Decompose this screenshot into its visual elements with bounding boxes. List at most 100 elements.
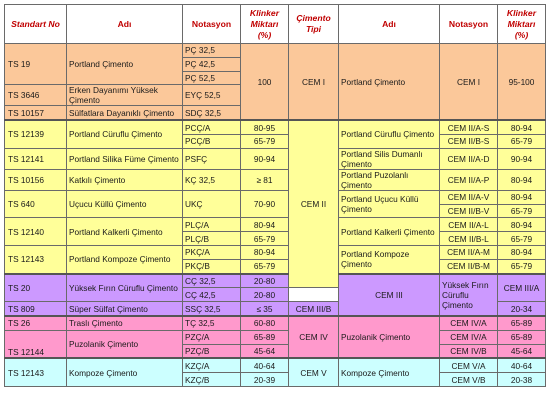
- standard-no: TS 3646: [4, 84, 67, 107]
- en-notation: CEM II/A-P: [439, 168, 498, 191]
- standard-no: TS 12143: [4, 244, 67, 275]
- en-notation: CEM II/B-S: [439, 133, 498, 149]
- klinker-value: ≥ 81: [240, 168, 289, 191]
- en-notation: CEM III/A: [497, 272, 546, 303]
- cement-name: Kompoze Çimento: [66, 357, 183, 387]
- cement-name: Portland Silika Füme Çimento: [66, 147, 183, 170]
- klinker-value: 65-79: [240, 231, 289, 246]
- en-cement-name: Portland Cüruflu Çimento: [338, 119, 440, 149]
- notation: PSFÇ: [182, 147, 241, 170]
- en-klinker-value: 20-38: [497, 372, 546, 387]
- table-row: TS 12140 Portland Kalkerli Çimento PLÇ/A…: [4, 217, 546, 246]
- standard-no: TS 12140: [4, 217, 67, 246]
- en-cement-name: Portland Çimento: [338, 43, 440, 121]
- en-klinker-value: 45-64: [497, 343, 546, 359]
- en-klinker-value: 80-94: [497, 189, 546, 205]
- en-notation: CEM II/B-L: [439, 231, 498, 246]
- klinker-value: 90-94: [240, 147, 289, 170]
- en-notation: CEM IV/A: [439, 314, 498, 331]
- cement-type-cem-ii: CEM II: [288, 119, 339, 289]
- klinker-value: 70-90: [240, 189, 289, 219]
- standard-no: TS 26: [4, 314, 67, 331]
- en-klinker-value: 65-89: [497, 314, 546, 331]
- en-klinker-value: 90-94: [497, 147, 546, 170]
- header-standart-no: Standart No: [4, 4, 67, 44]
- cement-type-cem-iv: CEM IV: [288, 314, 339, 359]
- en-cement-name: Portland Silis Dumanlı Çimento: [338, 147, 440, 170]
- en-klinker-value: 40-64: [497, 357, 546, 374]
- header-klinker-en: Klinker Miktarı (%): [497, 4, 546, 44]
- table-row: TS 26 Traslı Çimento TÇ 32,5 60-80 CEM I…: [4, 314, 546, 359]
- notation: PÇ 52,5: [182, 70, 241, 86]
- notation: SSÇ 32,5: [182, 301, 241, 317]
- standard-no: TS 12141: [4, 147, 67, 170]
- klinker-value: 45-64: [240, 343, 289, 359]
- notation: PLÇ/B: [182, 231, 241, 246]
- header-cimento-tipi: Çimento Tipi: [288, 4, 339, 44]
- klinker-value: 65-89: [240, 329, 289, 345]
- klinker-value: 80-94: [240, 217, 289, 233]
- en-notation: CEM II/A-M: [439, 244, 498, 260]
- klinker-value: 65-79: [240, 133, 289, 149]
- standard-no: TS 10157: [4, 105, 67, 121]
- table-row: TS 640 Uçucu Küllü Çimento UKÇ 70-90 Por…: [4, 189, 546, 219]
- cement-name: Puzolanik Çimento: [66, 329, 183, 359]
- notation: PKÇ/B: [182, 258, 241, 275]
- standard-no: TS 12143: [4, 357, 67, 387]
- cement-type-cem-i: CEM I: [288, 43, 339, 121]
- klinker-value: 20-39: [240, 372, 289, 387]
- standard-no: TS 10156: [4, 168, 67, 191]
- en-cement-name: Portland Kalkerli Çimento: [338, 217, 440, 246]
- en-klinker-value: 65-79: [497, 133, 546, 149]
- en-notation: CEM V/A: [439, 357, 498, 374]
- standard-no: TS 20: [4, 272, 67, 303]
- en-klinker-value: 80-94: [497, 217, 546, 233]
- header-adi: Adı: [66, 4, 183, 44]
- notation: KZÇ/B: [182, 372, 241, 387]
- en-klinker-value: 65-79: [497, 203, 546, 219]
- klinker-value: 20-80: [240, 272, 289, 289]
- klinker-value: 65-79: [240, 258, 289, 275]
- cement-name: Süper Sülfat Çimento: [66, 301, 183, 317]
- notation: CÇ 42,5: [182, 287, 241, 303]
- notation: PCÇ/A: [182, 119, 241, 135]
- notation: KZÇ/A: [182, 357, 241, 374]
- en-notation: CEM II/B-M: [439, 258, 498, 275]
- klinker-value: 100: [240, 43, 289, 121]
- en-notation: CEM II/A-L: [439, 217, 498, 233]
- cement-name: Portland Kompoze Çimento: [66, 244, 183, 275]
- en-notation: CEM II/A-D: [439, 147, 498, 170]
- standard-no: TS 19: [4, 42, 67, 86]
- table-row: TS 12144 Puzolanik Çimento PZÇ/A 65-89 C…: [4, 329, 546, 359]
- klinker-value: 40-64: [240, 357, 289, 374]
- cement-name: Portland Çimento: [66, 42, 183, 86]
- cement-name: Erken Dayanımı Yüksek Çimento: [66, 84, 183, 107]
- cement-name: Portland Cüruflu Çimento: [66, 119, 183, 149]
- en-cement-name: Portland Puzolanlı Çimento: [338, 168, 440, 191]
- header-adi-en: Adı: [338, 4, 440, 44]
- en-cement-name: Puzolanik Çimento: [338, 314, 440, 359]
- klinker-value: 20-80: [240, 287, 289, 303]
- cement-name: Katkılı Çimento: [66, 168, 183, 191]
- cement-name: Sülfatlara Dayanıklı Çimento: [66, 105, 183, 121]
- table-row: TS 12139 Portland Cüruflu Çimento PCÇ/A …: [4, 119, 546, 289]
- en-notation: CEM II/B-V: [439, 203, 498, 219]
- notation: KÇ 32,5: [182, 168, 241, 191]
- notation: PLÇ/A: [182, 217, 241, 233]
- table-row: TS 12143 Kompoze Çimento KZÇ/A 40-64 CEM…: [4, 357, 546, 387]
- notation: SDÇ 32,5: [182, 105, 241, 121]
- en-klinker-value: 80-94: [497, 119, 546, 135]
- notation: PZÇ/B: [182, 343, 241, 359]
- en-klinker-value: 65-79: [497, 231, 546, 246]
- standard-no: TS 12139: [4, 119, 67, 149]
- en-notation: CEM I: [439, 43, 498, 121]
- table-row: TS 19 Portland Çimento PÇ 32,5 100 CEM I…: [4, 42, 546, 121]
- en-klinker-value: 80-94: [497, 168, 546, 191]
- en-klinker-value: 20-34: [497, 301, 546, 317]
- klinker-value: 80-95: [240, 119, 289, 135]
- en-klinker-value: 65-79: [497, 258, 546, 275]
- en-notation: CEM IV/B: [439, 343, 498, 359]
- en-notation: CEM III/B: [288, 301, 339, 317]
- header-notasyon: Notasyon: [182, 4, 241, 44]
- en-klinker-value: 65-89: [497, 329, 546, 345]
